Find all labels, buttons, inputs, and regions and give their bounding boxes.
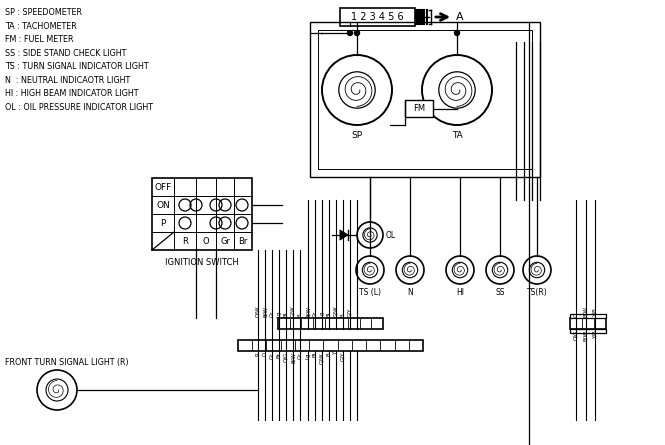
Text: Br: Br	[277, 352, 281, 358]
Text: B/W: B/W	[263, 306, 267, 317]
Text: 1 2 3 4 5 6: 1 2 3 4 5 6	[351, 12, 404, 22]
Text: G/W: G/W	[291, 305, 295, 317]
Circle shape	[348, 31, 352, 36]
Text: TA : TACHOMETER: TA : TACHOMETER	[5, 21, 76, 31]
Text: OL : OIL PRESSURE INDICATOR LIGHT: OL : OIL PRESSURE INDICATOR LIGHT	[5, 102, 153, 112]
Text: HI: HI	[456, 288, 464, 297]
Text: B/W: B/W	[291, 352, 295, 363]
Text: SP: SP	[351, 131, 362, 140]
Text: R: R	[255, 352, 261, 356]
Text: TA: TA	[452, 131, 462, 140]
Text: OFF: OFF	[154, 182, 172, 191]
Text: Gr: Gr	[220, 236, 230, 246]
Text: G/Y: G/Y	[348, 307, 352, 317]
Text: O/G: O/G	[573, 330, 579, 340]
Circle shape	[454, 31, 460, 36]
Text: Y: Y	[334, 352, 338, 355]
Text: G/W: G/W	[334, 305, 338, 317]
Text: A: A	[456, 12, 464, 22]
Text: R: R	[182, 236, 188, 246]
Text: HI : HIGH BEAM INDICATOR LIGHT: HI : HIGH BEAM INDICATOR LIGHT	[5, 89, 138, 98]
Text: Lg: Lg	[305, 352, 311, 359]
Text: B: B	[297, 313, 303, 317]
Text: O: O	[203, 236, 209, 246]
Text: B/W: B/W	[583, 330, 589, 341]
Text: O/W: O/W	[255, 305, 261, 317]
Bar	[152, 178, 252, 250]
Text: FM : FUEL METER: FM : FUEL METER	[5, 35, 74, 44]
Text: Lg: Lg	[319, 311, 325, 317]
Text: G/Y: G/Y	[340, 352, 346, 361]
Text: OL: OL	[386, 231, 396, 239]
Text: Br: Br	[238, 236, 247, 246]
Bar	[570, 329, 606, 333]
Text: Gr: Gr	[269, 311, 275, 317]
Bar	[238, 340, 423, 351]
Text: N: N	[407, 288, 413, 297]
Text: SS: SS	[495, 288, 505, 297]
Text: TS (L): TS (L)	[359, 288, 381, 297]
Bar	[278, 318, 383, 329]
Text: TS : TURN SIGNAL INDICATOR LIGHT: TS : TURN SIGNAL INDICATOR LIGHT	[5, 62, 148, 71]
Text: O: O	[263, 352, 267, 356]
Text: B: B	[327, 352, 331, 356]
Text: B/W: B/W	[583, 306, 589, 317]
Text: Bl: Bl	[283, 312, 289, 317]
Text: FM: FM	[413, 104, 425, 113]
Text: FRONT TURN SIGNAL LIGHT (R): FRONT TURN SIGNAL LIGHT (R)	[5, 358, 128, 367]
Text: Bl: Bl	[313, 352, 317, 357]
Text: B/W: B/W	[305, 306, 311, 317]
Text: Y/B: Y/B	[593, 330, 597, 339]
Text: Gr: Gr	[269, 352, 275, 359]
Text: Bl: Bl	[327, 312, 331, 317]
Text: B: B	[340, 313, 346, 317]
Bar	[570, 318, 606, 329]
Bar	[318, 30, 532, 169]
Bar	[340, 8, 415, 26]
Bar	[310, 22, 540, 177]
Text: P: P	[160, 218, 166, 227]
Text: O: O	[573, 313, 579, 317]
Text: TS(R): TS(R)	[527, 288, 547, 297]
Text: O/G: O/G	[283, 352, 289, 362]
Text: Gr: Gr	[313, 311, 317, 317]
Text: G/W: G/W	[319, 352, 325, 364]
Text: ON: ON	[156, 201, 170, 210]
Text: Gr: Gr	[297, 352, 303, 359]
Polygon shape	[340, 230, 348, 240]
Text: Y/B: Y/B	[593, 308, 597, 317]
Text: IGNITION SWITCH: IGNITION SWITCH	[165, 258, 239, 267]
Text: SP : SPEEDOMETER: SP : SPEEDOMETER	[5, 8, 82, 17]
Circle shape	[354, 31, 360, 36]
Bar	[570, 314, 606, 318]
Text: SS : SIDE STAND CHECK LIGHT: SS : SIDE STAND CHECK LIGHT	[5, 49, 126, 57]
Text: N  : NEUTRAL INDICAOTR LIGHT: N : NEUTRAL INDICAOTR LIGHT	[5, 76, 130, 85]
Bar	[405, 100, 433, 117]
Text: Lg: Lg	[277, 311, 281, 317]
